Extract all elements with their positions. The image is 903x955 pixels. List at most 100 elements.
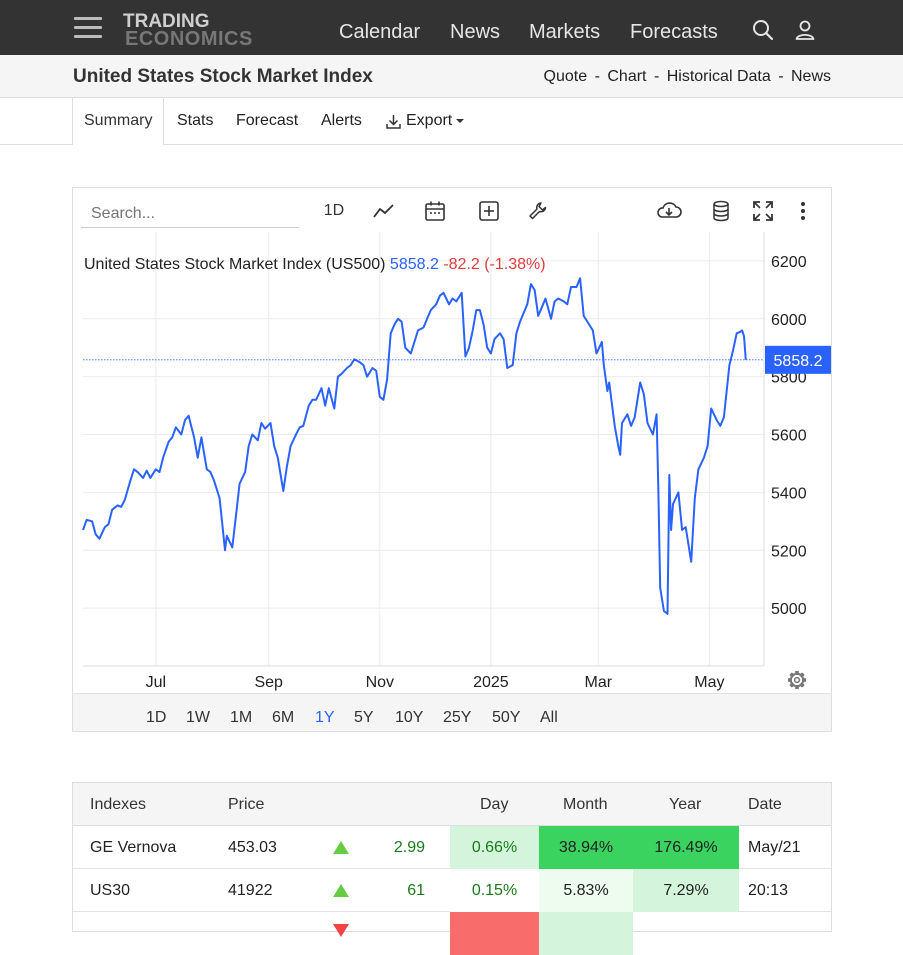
range-50y[interactable]: 50Y — [492, 709, 521, 726]
chart-title-name: United States Stock Market Index (US500) — [84, 256, 390, 273]
database-icon[interactable] — [707, 198, 735, 224]
index-price: 453.03 — [228, 839, 277, 856]
logo-text-top: TRADING — [123, 11, 210, 32]
index-day-pct: 0.66% — [471, 839, 518, 856]
x-tick-label: May — [694, 674, 724, 691]
fullscreen-icon[interactable] — [749, 198, 777, 224]
chart-search-input[interactable] — [81, 202, 291, 226]
download-icon — [386, 114, 401, 129]
index-name-link[interactable]: GE Vernova — [90, 839, 177, 856]
nav-news[interactable]: News — [450, 21, 501, 43]
subnav-separator: - — [778, 68, 784, 85]
subnav-separator: - — [653, 68, 660, 85]
wrench-icon[interactable] — [524, 198, 552, 224]
user-icon[interactable] — [793, 18, 817, 42]
range-1d[interactable]: 1D — [146, 709, 167, 726]
range-5y[interactable]: 5Y — [354, 709, 374, 726]
chart-settings-gear-icon[interactable] — [788, 671, 806, 689]
tab-stats[interactable]: Stats — [177, 112, 214, 129]
tab-forecast[interactable]: Forecast — [236, 112, 299, 129]
page-title: United States Stock Market Index — [73, 66, 373, 87]
subnav-news[interactable]: News — [790, 68, 831, 85]
nav-calendar[interactable]: Calendar — [339, 21, 421, 43]
col-indexes[interactable]: Indexes — [90, 796, 147, 813]
y-tick-label: 6200 — [771, 254, 807, 271]
index-month-pct: 5.83% — [563, 882, 609, 899]
trading-economics-logo[interactable]: TRADING ECONOMICS — [123, 11, 263, 50]
col-date[interactable]: Date — [748, 796, 782, 813]
more-options-icon[interactable] — [789, 198, 817, 224]
month-cell-bg — [539, 869, 633, 912]
range-25y[interactable]: 25Y — [443, 709, 472, 726]
col-year[interactable]: Year — [669, 796, 702, 813]
logo-text-bottom: ECONOMICS — [125, 28, 253, 50]
interval-selector[interactable]: 1D — [323, 202, 345, 219]
tab-export[interactable]: Export — [385, 111, 465, 131]
year-cell-bg — [633, 826, 739, 869]
sub-navigation: Quote - Chart - Historical Data - News — [544, 68, 831, 86]
chart-search — [81, 202, 299, 228]
x-tick-label: Jul — [146, 674, 166, 691]
subnav-chart[interactable]: Chart — [607, 68, 647, 85]
index-price: 41922 — [228, 882, 273, 899]
range-10y[interactable]: 10Y — [395, 709, 424, 726]
up-arrow-icon — [333, 841, 349, 854]
range-all[interactable]: All — [540, 709, 558, 726]
chart-title: United States Stock Market Index (US500)… — [84, 256, 546, 273]
year-cell-bg — [633, 869, 739, 912]
subnav-separator: - — [594, 68, 600, 85]
index-change: 2.99 — [393, 839, 425, 856]
index-month-pct: 38.94% — [558, 839, 614, 856]
subnav-historical-data[interactable]: Historical Data — [666, 68, 771, 85]
index-year-pct: 176.49% — [654, 839, 718, 856]
nav-forecasts[interactable]: Forecasts — [630, 21, 718, 43]
table-row: US30 41922 61 0.15% 5.83% 7.29% 20:13 — [73, 869, 831, 912]
tab-alerts[interactable]: Alerts — [321, 112, 362, 129]
day-cell-bg — [450, 912, 539, 955]
col-month[interactable]: Month — [563, 796, 608, 813]
cloud-download-icon[interactable] — [655, 198, 683, 224]
subnav-quote[interactable]: Quote — [543, 68, 588, 85]
day-cell-bg — [450, 869, 539, 912]
price-line-series — [82, 277, 747, 615]
y-tick-label: 6000 — [771, 312, 807, 329]
month-cell-bg — [539, 826, 633, 869]
x-tick-label: Mar — [585, 674, 613, 691]
nav-markets[interactable]: Markets — [529, 21, 601, 43]
calendar-icon[interactable] — [421, 198, 449, 224]
table-row — [73, 912, 831, 955]
top-navbar: TRADING ECONOMICS Calendar News Markets … — [0, 0, 903, 55]
x-tick-label: Sep — [254, 674, 283, 691]
range-1m[interactable]: 1M — [230, 709, 253, 726]
index-name-link[interactable]: US30 — [90, 882, 131, 899]
index-change: 61 — [407, 882, 425, 899]
chart-title-value: 5858.2 — [390, 256, 443, 273]
range-1w[interactable]: 1W — [186, 709, 210, 726]
last-value-badge — [765, 345, 831, 374]
price-chart[interactable]: 5000 5200 5400 5600 5800 6000 6200 Jul Sep Nov 202… — [73, 232, 831, 693]
index-day-pct: 0.15% — [471, 882, 518, 899]
title-strip: United States Stock Market Index Quote -… — [0, 55, 903, 98]
y-tick-label: 5800 — [771, 370, 807, 387]
menu-icon[interactable] — [74, 17, 102, 39]
up-arrow-icon — [333, 884, 349, 897]
chart-panel: 1D 5000 5200 5400 5600 5800 6000 6200 Jul Sep Nov… — [72, 187, 832, 732]
y-tick-label: 5200 — [771, 543, 807, 560]
col-price[interactable]: Price — [228, 796, 265, 813]
search-icon[interactable] — [751, 18, 775, 42]
tab-summary[interactable]: Summary — [72, 98, 165, 145]
indexes-table: Indexes Price Day Month Year Date GE Ver… — [72, 782, 832, 955]
export-label: Export — [406, 112, 453, 129]
line-chart-icon[interactable] — [370, 198, 398, 224]
range-selector: 1D 1W 1M 6M 1Y 5Y 10Y 25Y 50Y All — [73, 693, 831, 731]
index-year-pct: 7.29% — [663, 882, 709, 899]
table-header: Indexes Price Day Month Year Date — [73, 783, 831, 826]
y-tick-label: 5400 — [771, 485, 807, 502]
range-6m[interactable]: 6M — [272, 709, 295, 726]
index-date: May/21 — [748, 839, 801, 856]
x-tick-label: Nov — [366, 674, 394, 691]
range-1y[interactable]: 1Y — [315, 709, 335, 726]
col-day[interactable]: Day — [480, 796, 509, 813]
content-tabs: Summary Stats Forecast Alerts Export — [0, 98, 903, 145]
add-indicator-icon[interactable] — [475, 198, 503, 224]
